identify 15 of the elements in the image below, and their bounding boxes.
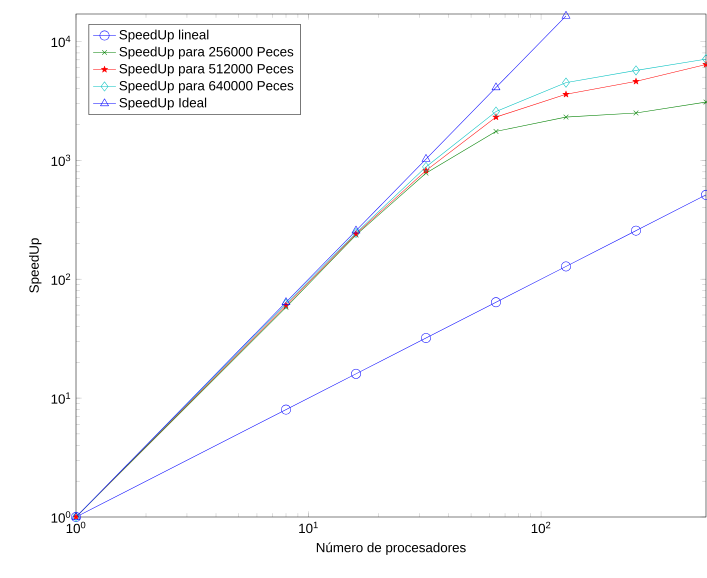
y-axis-title: SpeedUp [29, 238, 42, 293]
legend-label: SpeedUp lineal [119, 30, 208, 42]
y-tick-label: 10$^{2}$ [52, 273, 70, 285]
y-tick-label: 10$^{0}$ [52, 511, 70, 523]
y-tick-label: 10$^{3}$ [52, 154, 70, 166]
legend-label: SpeedUp para 512000 Peces [119, 64, 294, 76]
legend-label: SpeedUp para 640000 Peces [119, 80, 294, 94]
x-axis-title: Número de procesadores [316, 542, 466, 555]
y-tick-label: 10$^{1}$ [52, 392, 70, 404]
legend-label: SpeedUp para 256000 Peces [119, 46, 294, 60]
legend-label: SpeedUp Ideal [119, 98, 206, 110]
y-tick-label: 10$^{4}$ [52, 36, 70, 48]
x-tick-label: 10$^{1}$ [299, 522, 318, 534]
x-tick-label: 10$^{0}$ [66, 522, 86, 534]
x-tick-label: 10$^{2}$ [532, 522, 550, 534]
